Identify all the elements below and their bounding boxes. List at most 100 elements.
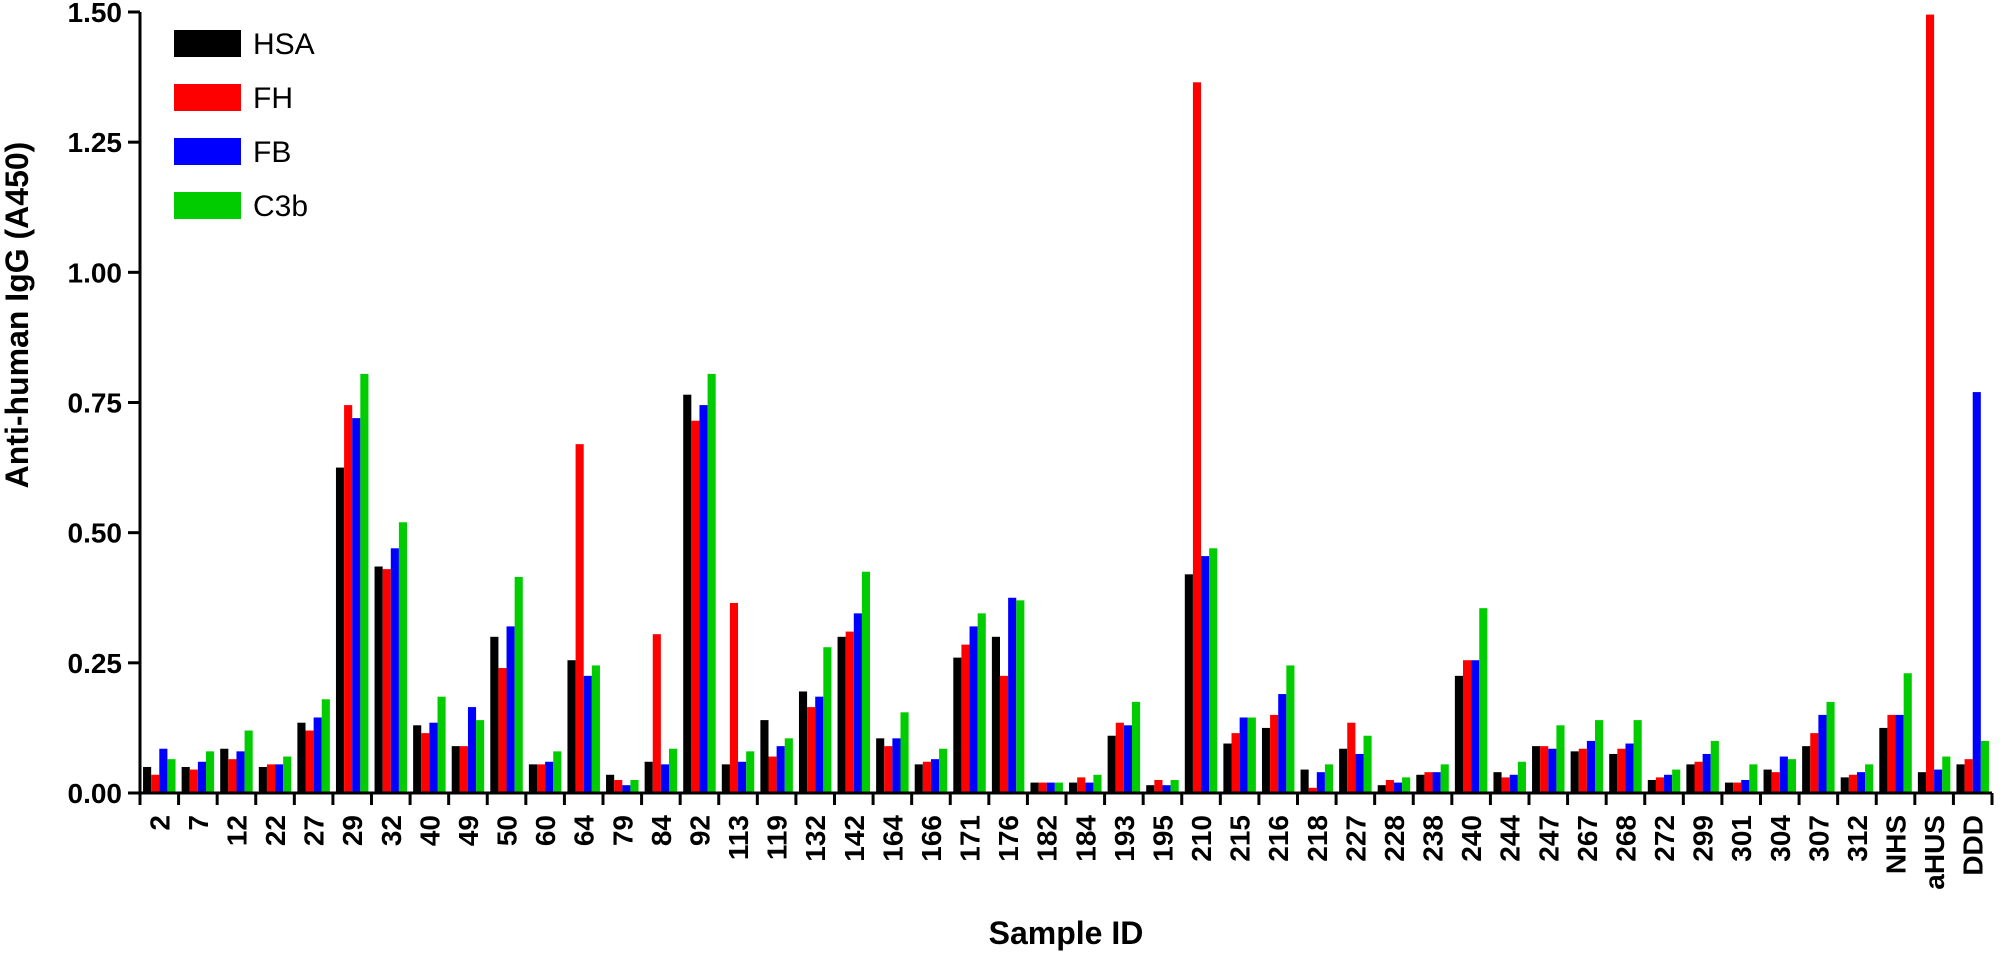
y-tick-label: 0.50 [68, 518, 123, 549]
bar-FH-12 [228, 759, 237, 793]
bar-FB-182 [1046, 782, 1055, 793]
bar-FB-184 [1085, 782, 1094, 793]
bar-FB-299 [1702, 753, 1711, 793]
legend: HSA FH FB C3b [174, 28, 315, 223]
bar-C3b-307 [1826, 701, 1835, 793]
bar-HSA-301 [1724, 782, 1734, 793]
bar-HSA-312 [1840, 777, 1849, 793]
bar-FB-aHUS [1934, 769, 1943, 793]
bar-FH-NHS [1887, 714, 1896, 793]
bar-FH-113 [729, 602, 739, 793]
bar-HSA-29 [335, 467, 345, 793]
bar-C3b-132 [823, 647, 832, 793]
bar-C3b-50 [514, 576, 523, 793]
x-tick-label: 64 [569, 815, 600, 847]
bar-group-119 [760, 720, 793, 793]
bar-group-267 [1570, 720, 1604, 793]
bar-FB-247 [1548, 748, 1557, 793]
bar-group-29 [335, 373, 369, 793]
bar-group-12 [220, 730, 253, 793]
bar-HSA-49 [451, 746, 460, 793]
bar-group-228 [1377, 777, 1411, 793]
y-tick-label: 0.00 [68, 778, 123, 809]
bar-FB-2 [159, 748, 168, 793]
bar-group-238 [1416, 764, 1449, 793]
bar-group-240 [1454, 608, 1488, 793]
y-tick-label: 0.75 [68, 388, 123, 419]
bar-C3b-7 [206, 751, 215, 793]
bar-FB-176 [1008, 597, 1017, 793]
bar-HSA-132 [798, 691, 808, 793]
bar-FH-216 [1270, 714, 1279, 793]
bar-group-218 [1300, 764, 1334, 793]
bar-FB-210 [1201, 556, 1210, 793]
bar-HSA-184 [1069, 782, 1078, 793]
bar-group-304 [1763, 756, 1797, 793]
bar-HSA-238 [1416, 774, 1425, 793]
x-tick-label: 228 [1379, 815, 1410, 862]
bar-FB-195 [1162, 785, 1171, 793]
x-tick-label: DDD [1958, 815, 1989, 876]
bar-C3b-182 [1054, 782, 1063, 793]
bar-C3b-142 [861, 571, 871, 793]
bar-FB-113 [738, 761, 747, 793]
bar-HSA-40 [413, 725, 422, 793]
x-tick-label: 29 [337, 815, 368, 846]
x-tick-label: 238 [1418, 815, 1449, 862]
x-tick-label: 12 [221, 815, 252, 846]
bar-C3b-240 [1479, 608, 1488, 793]
bar-HSA-12 [220, 748, 229, 793]
bar-HSA-166 [914, 764, 923, 793]
bar-FB-49 [467, 707, 477, 793]
bar-C3b-29 [360, 373, 369, 793]
x-tick-label: 227 [1340, 815, 1371, 862]
bar-FB-64 [583, 675, 592, 793]
bar-C3b-aHUS [1942, 756, 1951, 793]
x-axis-title: Sample ID [989, 915, 1144, 951]
x-tick-label: 27 [299, 815, 330, 846]
legend-swatch-FB [174, 138, 241, 165]
bar-group-307 [1802, 701, 1835, 793]
x-tick-label: 218 [1302, 815, 1333, 862]
x-tick-label: 7 [183, 815, 214, 831]
bar-C3b-40 [437, 696, 446, 793]
x-tick-label: 2 [144, 815, 175, 831]
bar-HSA-NHS [1879, 727, 1888, 793]
bar-C3b-22 [283, 756, 292, 793]
bar-C3b-176 [1016, 600, 1025, 793]
bar-group-299 [1686, 740, 1719, 793]
bar-HSA-22 [258, 766, 267, 793]
x-tick-label: 176 [993, 815, 1024, 862]
legend-label-HSA: HSA [253, 28, 315, 61]
x-tick-label: 193 [1109, 815, 1140, 862]
bar-FB-92 [699, 405, 708, 793]
legend-label-C3b: C3b [253, 190, 308, 223]
bar-FB-79 [622, 785, 631, 793]
bar-group-312 [1840, 764, 1874, 793]
bar-FH-240 [1463, 660, 1472, 793]
x-tick-label: 307 [1803, 815, 1834, 862]
bar-group-171 [953, 613, 986, 793]
bar-FH-27 [305, 730, 314, 793]
bar-group-176 [991, 597, 1025, 793]
bar-FH-2 [151, 774, 160, 793]
bar-C3b-119 [784, 738, 793, 793]
bar-FH-272 [1655, 777, 1665, 793]
legend-label-FH: FH [253, 82, 293, 115]
bar-C3b-304 [1787, 759, 1797, 793]
bar-HSA-aHUS [1917, 772, 1926, 793]
bar-FB-29 [352, 418, 361, 793]
bar-group-113 [721, 602, 755, 793]
bar-group-22 [258, 756, 292, 793]
bar-group-268 [1609, 720, 1642, 793]
bar-group-aHUS [1917, 14, 1951, 794]
bar-C3b-301 [1749, 764, 1758, 793]
bar-group-60 [528, 751, 562, 793]
bar-HSA-307 [1802, 746, 1811, 793]
bar-FH-aHUS [1926, 14, 1935, 794]
bar-FB-50 [506, 626, 515, 793]
bar-group-216 [1261, 665, 1295, 793]
x-tick-label: 164 [877, 815, 908, 862]
bar-C3b-216 [1286, 665, 1295, 793]
bar-C3b-272 [1672, 769, 1681, 793]
